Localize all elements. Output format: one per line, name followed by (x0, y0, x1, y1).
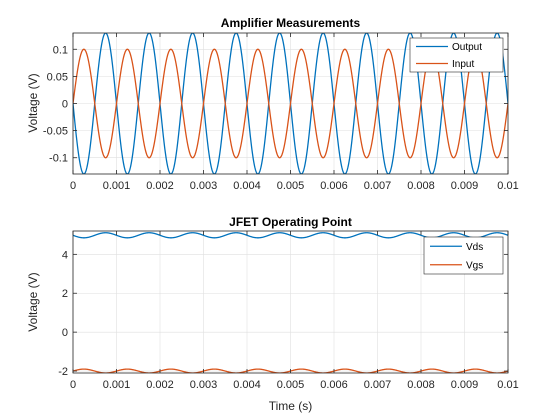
y-tick-label: -2 (58, 366, 68, 378)
x-tick-label: 0.003 (190, 180, 218, 192)
x-tick-label: 0.002 (146, 379, 174, 391)
x-tick-label: 0.003 (190, 379, 218, 391)
x-tick-label: 0.006 (320, 379, 348, 391)
x-tick-label: 0 (70, 180, 76, 192)
x-tick-label: 0.01 (497, 379, 518, 391)
x-tick-label: 0.005 (277, 379, 305, 391)
x-tick-label: 0.007 (364, 379, 392, 391)
y-tick-label: 0 (62, 327, 68, 339)
x-tick-label: 0.005 (277, 180, 305, 192)
x-axis-label: Time (s) (269, 399, 313, 413)
x-tick-label: 0.004 (233, 379, 261, 391)
legend: Vds Vgs (423, 236, 504, 275)
y-tick-label: 0.05 (47, 71, 68, 83)
y-tick-label: 0.1 (53, 44, 68, 56)
x-tick-label: 0.009 (451, 180, 479, 192)
x-tick-label: 0.007 (364, 180, 392, 192)
y-axis-label: Voltage (V) (26, 73, 40, 132)
x-tick-label: 0.009 (451, 379, 479, 391)
x-tick-label: 0.002 (146, 180, 174, 192)
x-tick-label: 0.004 (233, 180, 261, 192)
y-axis-label: Voltage (V) (26, 272, 40, 331)
axes-title: JFET Operating Point (229, 215, 352, 229)
legend-label-output: Output (452, 42, 482, 53)
y-tick-label: -0.1 (49, 153, 68, 165)
legend: Output Input (409, 37, 504, 73)
x-tick-label: 0.006 (320, 180, 348, 192)
x-tick-label: 0.008 (407, 379, 435, 391)
legend-box (423, 236, 504, 275)
x-tick-label: 0.001 (103, 180, 131, 192)
x-tick-label: 0.001 (103, 379, 131, 391)
axes-title: Amplifier Measurements (221, 16, 361, 30)
amplifier-measurements-plot: Amplifier Measurements Voltage (V) 0 0.00… (26, 16, 519, 192)
jfet-operating-point-plot: JFET Operating Point Voltage (V) Time (s… (26, 215, 519, 413)
y-tick-label: 4 (62, 249, 68, 261)
legend-box (409, 37, 504, 73)
y-tick-label: 2 (62, 288, 68, 300)
x-tick-label: 0 (70, 379, 76, 391)
legend-label-vgs: Vgs (466, 260, 483, 271)
legend-label-input: Input (452, 59, 474, 70)
legend-label-vds: Vds (466, 242, 483, 253)
x-tick-label: 0.01 (497, 180, 518, 192)
y-tick-label: 0 (62, 99, 68, 111)
x-tick-label: 0.008 (407, 180, 435, 192)
y-tick-label: -0.05 (43, 126, 68, 138)
